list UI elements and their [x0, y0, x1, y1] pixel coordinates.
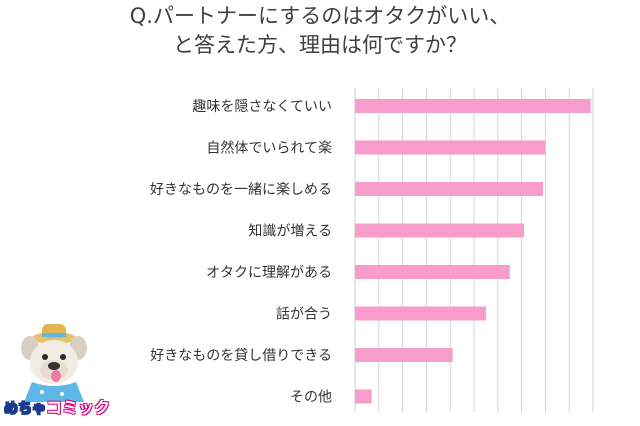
- bar: [355, 223, 524, 238]
- mechacomic-logo-text: めちゃコミック: [4, 394, 110, 418]
- chart-title-line-1: Q.パートナーにするのはオタクがいい、: [129, 4, 511, 28]
- category-label: 知識が増える: [248, 223, 332, 240]
- bar: [355, 265, 510, 279]
- bar: [355, 140, 546, 155]
- category-label: 自然体でいられて楽: [206, 140, 332, 157]
- category-label: オタクに理解がある: [206, 265, 332, 281]
- bar: [355, 389, 372, 404]
- bulldog-mascot-icon: [21, 324, 87, 402]
- bar: [355, 99, 591, 113]
- category-label: 話が合う: [276, 306, 332, 323]
- category-label: 好きなものを一緒に楽しめる: [150, 182, 332, 198]
- category-label: その他: [290, 390, 332, 406]
- chart-title: Q.パートナーにするのはオタクがいい、 と答えた方、理由は何ですか？: [0, 2, 640, 60]
- logo-text-comic: コミック: [46, 398, 111, 417]
- category-label: 趣味を隠さなくていい: [192, 99, 332, 115]
- mechacomic-logo: めちゃコミック: [2, 322, 120, 422]
- chart-title-line-2: と答えた方、理由は何ですか？: [173, 33, 467, 57]
- category-label: 好きなものを貸し借りできる: [150, 348, 332, 364]
- bar: [355, 348, 453, 362]
- logo-text-mecha: めちゃ: [4, 401, 47, 418]
- bar: [355, 306, 486, 321]
- bar: [355, 182, 544, 196]
